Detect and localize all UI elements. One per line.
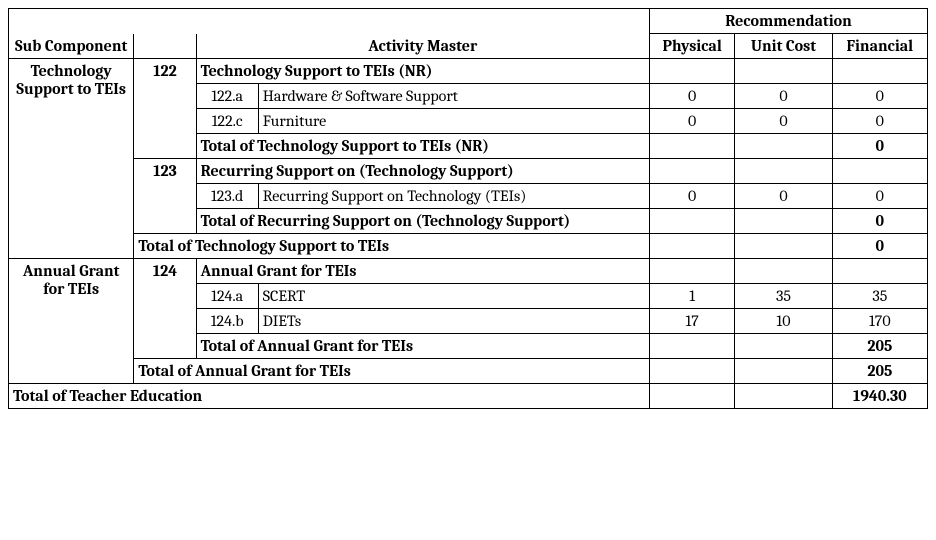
cell-blank [650, 334, 735, 359]
sub-component-cell: Technology Support to TEIs [9, 59, 134, 259]
budget-table: Recommendation Sub Component Activity Ma… [8, 8, 928, 409]
group-number-cell: 123 [134, 159, 196, 234]
header-unit-cost: Unit Cost [735, 34, 832, 59]
cell-blank [650, 359, 735, 384]
cell-blank [735, 334, 832, 359]
cell-blank [650, 259, 735, 284]
physical-cell: 17 [650, 309, 735, 334]
unit-cost-cell: 10 [735, 309, 832, 334]
cell-blank [735, 259, 832, 284]
item-code-cell: 123.d [196, 184, 258, 209]
section-total-financial: 0 [832, 234, 927, 259]
group-total-financial: 205 [832, 334, 927, 359]
cell-blank [832, 259, 927, 284]
item-name-cell: Hardware & Software Support [258, 84, 649, 109]
group-total-financial: 0 [832, 209, 927, 234]
table-header-row: Recommendation [9, 9, 928, 34]
item-name-cell: DIETs [258, 309, 649, 334]
cell-blank [735, 209, 832, 234]
cell-blank [650, 59, 735, 84]
item-code-cell: 124.b [196, 309, 258, 334]
section-total-row: Total of Technology Support to TEIs 0 [9, 234, 928, 259]
section-total-label: Total of Technology Support to TEIs [134, 234, 650, 259]
grand-total-financial: 1940.30 [832, 384, 927, 409]
cell-blank [650, 134, 735, 159]
group-total-label: Total of Annual Grant for TEIs [196, 334, 649, 359]
group-title-cell: Annual Grant for TEIs [196, 259, 649, 284]
physical-cell: 0 [650, 184, 735, 209]
unit-cost-cell: 0 [735, 109, 832, 134]
header-sub-component: Sub Component [9, 34, 134, 59]
cell-blank [735, 134, 832, 159]
table-row: Technology Support to TEIs 122 Technolog… [9, 59, 928, 84]
group-number-cell: 122 [134, 59, 196, 159]
cell-blank [650, 234, 735, 259]
physical-cell: 1 [650, 284, 735, 309]
unit-cost-cell: 0 [735, 84, 832, 109]
financial-cell: 0 [832, 84, 927, 109]
group-title-cell: Recurring Support on (Technology Support… [196, 159, 649, 184]
financial-cell: 0 [832, 184, 927, 209]
sub-component-cell: Annual Grant for TEIs [9, 259, 134, 384]
group-number-cell: 124 [134, 259, 196, 359]
table-row: 123 Recurring Support on (Technology Sup… [9, 159, 928, 184]
group-total-label: Total of Technology Support to TEIs (NR) [196, 134, 649, 159]
group-title-cell: Technology Support to TEIs (NR) [196, 59, 649, 84]
section-total-row: Total of Annual Grant for TEIs 205 [9, 359, 928, 384]
table-row: Annual Grant for TEIs 124 Annual Grant f… [9, 259, 928, 284]
item-code-cell: 124.a [196, 284, 258, 309]
grand-total-label: Total of Teacher Education [9, 384, 650, 409]
unit-cost-cell: 0 [735, 184, 832, 209]
physical-cell: 0 [650, 84, 735, 109]
group-total-financial: 0 [832, 134, 927, 159]
financial-cell: 0 [832, 109, 927, 134]
item-name-cell: SCERT [258, 284, 649, 309]
financial-cell: 170 [832, 309, 927, 334]
cell-blank [735, 384, 832, 409]
cell-blank [735, 159, 832, 184]
header-recommendation: Recommendation [650, 9, 928, 34]
header-blank [134, 34, 196, 59]
grand-total-row: Total of Teacher Education 1940.30 [9, 384, 928, 409]
item-name-cell: Furniture [258, 109, 649, 134]
group-total-label: Total of Recurring Support on (Technolog… [196, 209, 649, 234]
section-total-financial: 205 [832, 359, 927, 384]
cell-blank [832, 159, 927, 184]
cell-blank [650, 384, 735, 409]
item-code-cell: 122.c [196, 109, 258, 134]
cell-blank [650, 209, 735, 234]
cell-blank [735, 59, 832, 84]
section-total-label: Total of Annual Grant for TEIs [134, 359, 650, 384]
header-physical: Physical [650, 34, 735, 59]
item-name-cell: Recurring Support on Technology (TEIs) [258, 184, 649, 209]
header-blank [9, 9, 650, 34]
financial-cell: 35 [832, 284, 927, 309]
cell-blank [832, 59, 927, 84]
header-activity-master: Activity Master [196, 34, 649, 59]
header-financial: Financial [832, 34, 927, 59]
cell-blank [650, 159, 735, 184]
cell-blank [735, 359, 832, 384]
item-code-cell: 122.a [196, 84, 258, 109]
physical-cell: 0 [650, 109, 735, 134]
cell-blank [735, 234, 832, 259]
unit-cost-cell: 35 [735, 284, 832, 309]
table-header-row: Sub Component Activity Master Physical U… [9, 34, 928, 59]
